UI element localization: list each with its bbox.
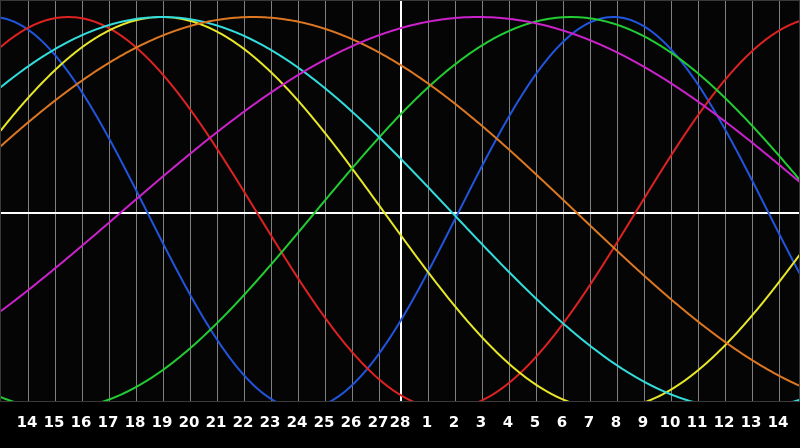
x-tick-label: 10 — [659, 413, 681, 431]
x-tick-label: 1 — [421, 413, 433, 431]
gridline-13 — [752, 1, 753, 401]
x-tick-label: 5 — [529, 413, 541, 431]
series-magenta — [1, 16, 799, 312]
gridline-1 — [428, 1, 429, 401]
gridline-15 — [55, 1, 56, 401]
gridline-8 — [617, 1, 618, 401]
gridline-20 — [190, 1, 191, 401]
gridline-2 — [455, 1, 456, 401]
gridline-23 — [271, 1, 272, 401]
series-yellow — [1, 16, 799, 401]
gridline-12 — [725, 1, 726, 401]
x-axis-labels: 14 15 16 17 18 19 20 21 22 23 24 25 26 27 28 1 2 3 4 5 6 7 8 9 1… — [0, 402, 800, 448]
x-tick-label: 25 — [313, 413, 335, 431]
curve-layer — [1, 16, 799, 401]
x-tick-label: 3 — [475, 413, 487, 431]
x-tick-label: 12 — [713, 413, 735, 431]
x-tick-label: 16 — [70, 413, 92, 431]
series-red — [1, 16, 799, 401]
series-cyan — [1, 16, 799, 401]
gridline-16 — [82, 1, 83, 401]
plot-area — [0, 0, 800, 402]
x-tick-label: 9 — [637, 413, 649, 431]
series-orange — [1, 16, 799, 387]
gridline-3 — [482, 1, 483, 401]
x-tick-label: 8 — [610, 413, 622, 431]
gridline-7 — [590, 1, 591, 401]
x-tick-label: 13 — [740, 413, 762, 431]
gridline-18 — [136, 1, 137, 401]
x-tick-label: 23 — [259, 413, 281, 431]
gridline-26 — [352, 1, 353, 401]
series-blue — [1, 16, 799, 401]
x-tick-label: 20 — [178, 413, 200, 431]
gridline-24 — [298, 1, 299, 401]
gridline-11 — [698, 1, 699, 401]
gridline-22 — [244, 1, 245, 401]
x-tick-label: 21 — [205, 413, 227, 431]
x-tick-label: 14 — [767, 413, 789, 431]
gridline-5 — [536, 1, 537, 401]
gridline-14 — [28, 1, 29, 401]
x-tick-label: 15 — [43, 413, 65, 431]
x-tick-label: 11 — [686, 413, 708, 431]
x-tick-label: 22 — [232, 413, 254, 431]
gridline-9 — [644, 1, 645, 401]
x-tick-label: 4 — [502, 413, 514, 431]
gridline-19 — [163, 1, 164, 401]
gridline-10 — [671, 1, 672, 401]
x-tick-label: 17 — [97, 413, 119, 431]
gridline-4 — [509, 1, 510, 401]
x-tick-label: 2 — [448, 413, 460, 431]
series-green — [1, 16, 799, 401]
today-marker-line — [400, 1, 402, 401]
x-tick-label: 14 — [16, 413, 38, 431]
x-tick-label: 19 — [151, 413, 173, 431]
gridline-27 — [379, 1, 380, 401]
gridline-21 — [217, 1, 218, 401]
x-tick-label: 27 — [367, 413, 389, 431]
gridline-17 — [109, 1, 110, 401]
x-tick-label: 7 — [583, 413, 595, 431]
x-tick-label: 24 — [286, 413, 308, 431]
x-tick-label: 18 — [124, 413, 146, 431]
x-tick-label: 6 — [556, 413, 568, 431]
x-tick-label: 28 — [389, 413, 411, 431]
x-tick-label: 26 — [340, 413, 362, 431]
gridline-14 — [779, 1, 780, 401]
